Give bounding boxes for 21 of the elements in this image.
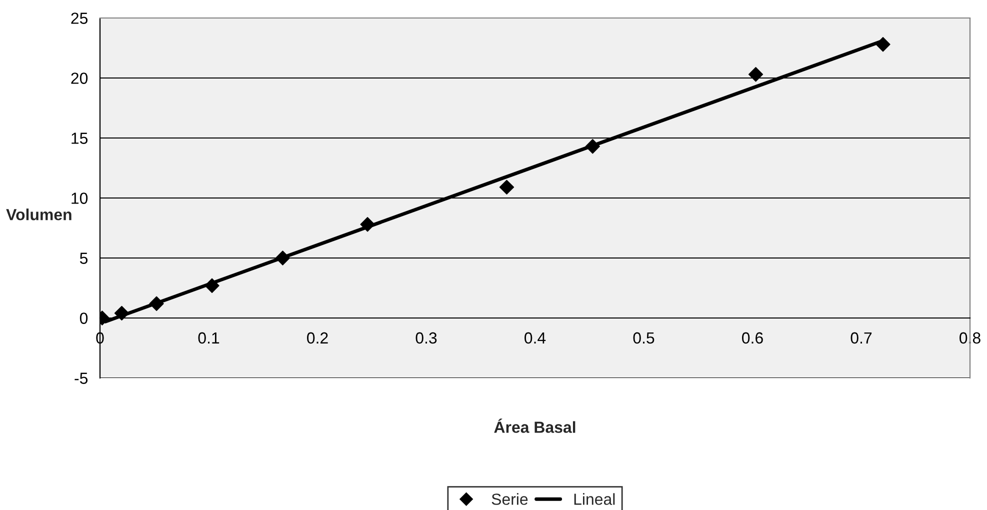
x-tick-label: 0.8 bbox=[960, 332, 980, 344]
x-tick-label: 0.1 bbox=[198, 332, 220, 344]
x-tick-label: 0.2 bbox=[307, 332, 328, 344]
y-tick-label: 10 bbox=[72, 192, 88, 204]
point bbox=[748, 67, 764, 82]
y-tick-label: 15 bbox=[72, 132, 88, 144]
y-tick-label: 5 bbox=[80, 252, 88, 264]
x-tick-label: 0.6 bbox=[742, 332, 763, 344]
legend-label: Serie bbox=[492, 493, 528, 505]
y-tick-label: 25 bbox=[71, 12, 88, 24]
y-tick-label: 20 bbox=[71, 72, 88, 84]
y-tick-label: 0 bbox=[80, 312, 88, 324]
x-axis-title: Área Basal bbox=[494, 418, 576, 433]
legend-label: Lineal bbox=[574, 493, 615, 505]
x-tick-label: 0.7 bbox=[850, 332, 872, 344]
x-tick-label: 0.5 bbox=[633, 332, 654, 344]
y-axis-title: Volumen bbox=[6, 208, 72, 220]
point bbox=[499, 180, 514, 195]
x-tick-label: 0.3 bbox=[416, 332, 437, 344]
x-tick-label: 0.4 bbox=[524, 332, 546, 344]
y-tick-label: -5 bbox=[74, 372, 88, 384]
